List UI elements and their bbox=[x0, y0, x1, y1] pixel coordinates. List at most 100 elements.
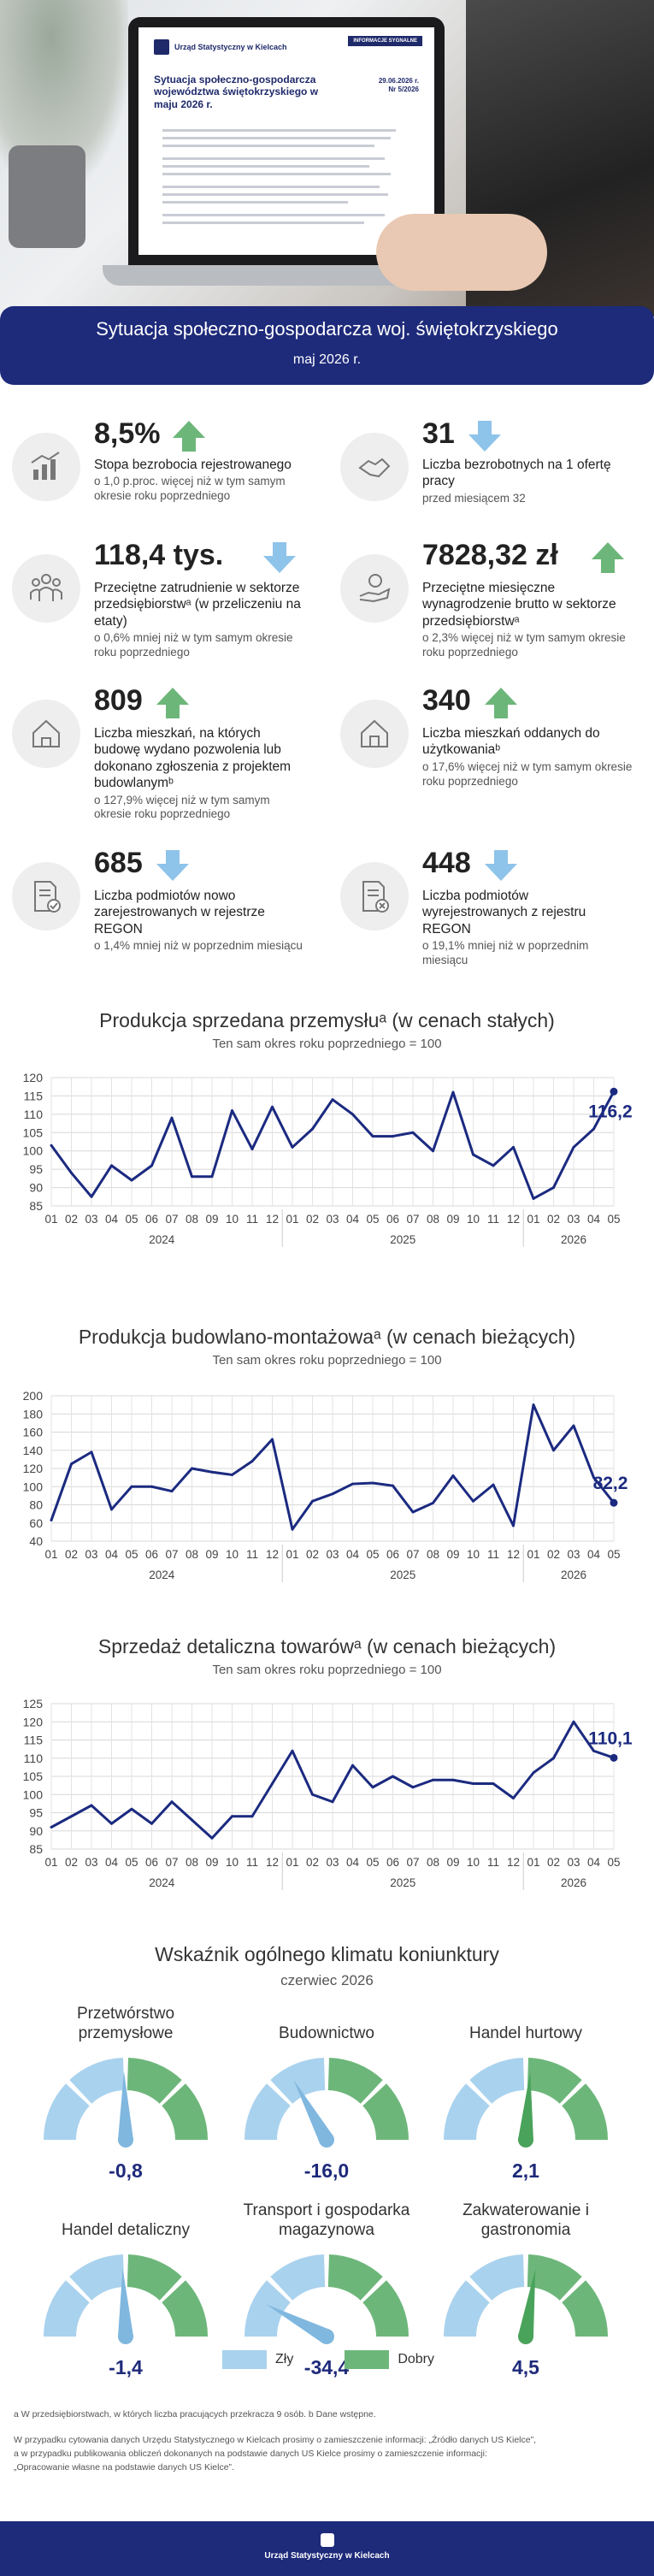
y-tick-label: 90 bbox=[29, 1181, 43, 1195]
x-tick-label: 10 bbox=[467, 1213, 480, 1226]
gauge-segment-good bbox=[562, 2083, 608, 2140]
gauge-segment-good bbox=[162, 2083, 208, 2140]
data-point bbox=[70, 1462, 73, 1466]
year-label: 2025 bbox=[390, 1233, 415, 1246]
x-tick-label: 04 bbox=[105, 1548, 119, 1561]
data-point bbox=[432, 1149, 434, 1153]
data-point bbox=[472, 1499, 474, 1503]
stat-label: Liczba bezrobotnych na 1 ofertę pracy bbox=[422, 458, 611, 489]
chart-title-retail: Sprzedaż detaliczna towarówᵃ (w cenach b… bbox=[97, 1635, 557, 1657]
x-tick-label: 11 bbox=[246, 1548, 258, 1561]
stat-label: Przeciętne miesięczne wynagrodzenie brut… bbox=[422, 581, 616, 629]
data-point bbox=[392, 1484, 394, 1487]
citation-note-3: „Opracowanie własne na podstawie danych … bbox=[14, 2462, 234, 2473]
data-point bbox=[492, 1782, 495, 1785]
data-point bbox=[150, 1485, 153, 1488]
x-tick-label: 05 bbox=[125, 1548, 138, 1561]
x-tick-label: 10 bbox=[467, 1548, 480, 1561]
x-tick-label: 10 bbox=[226, 1856, 239, 1869]
gauge-segment-good bbox=[162, 2280, 208, 2337]
data-point bbox=[331, 1492, 334, 1496]
year-label: 2026 bbox=[561, 1569, 586, 1581]
report-logo: Urząd Statystyczny w Kielcach bbox=[154, 39, 419, 55]
gauge-needle bbox=[518, 2268, 536, 2338]
data-point bbox=[411, 1510, 415, 1514]
chart-subtitle-retail: Ten sam okres roku poprzedniego = 100 bbox=[212, 1663, 442, 1677]
data-point bbox=[572, 1720, 575, 1723]
gus-logo-icon bbox=[154, 39, 169, 55]
data-point bbox=[532, 1403, 535, 1407]
x-tick-label: 05 bbox=[366, 1213, 379, 1226]
gauge-hub bbox=[319, 2329, 334, 2344]
report-tag: INFORMACJE SYGNALNE bbox=[348, 36, 422, 46]
employees-icon bbox=[12, 554, 80, 623]
x-tick-label: 03 bbox=[326, 1213, 339, 1226]
y-tick-label: 115 bbox=[24, 1734, 44, 1747]
data-point bbox=[592, 1749, 595, 1752]
page-date: maj 2026 r. bbox=[292, 352, 362, 367]
data-point bbox=[351, 1764, 354, 1767]
x-tick-label: 07 bbox=[165, 1548, 178, 1561]
gauge-segment-bad bbox=[69, 2058, 125, 2104]
gauge-hub bbox=[518, 2329, 533, 2344]
x-tick-label: 03 bbox=[567, 1856, 580, 1869]
x-tick-label: 05 bbox=[607, 1213, 620, 1226]
stat-card: 340 Liczba mieszkań oddanych do użytkowan… bbox=[333, 684, 650, 812]
gauge-hub bbox=[319, 2132, 334, 2148]
data-point bbox=[572, 1424, 575, 1427]
x-tick-label: 07 bbox=[165, 1856, 178, 1869]
data-point bbox=[552, 1186, 555, 1190]
data-point bbox=[371, 1135, 374, 1138]
data-point bbox=[512, 1797, 515, 1799]
stat-value: 685 bbox=[94, 847, 143, 879]
x-tick-label: 05 bbox=[366, 1548, 379, 1561]
stat-change: przed miesiącem 32 bbox=[422, 491, 526, 505]
year-label: 2026 bbox=[561, 1233, 586, 1246]
x-tick-label: 08 bbox=[427, 1548, 439, 1561]
x-tick-label: 03 bbox=[326, 1548, 339, 1561]
data-point bbox=[492, 1164, 495, 1167]
x-tick-label: 11 bbox=[487, 1213, 499, 1226]
y-tick-label: 100 bbox=[23, 1144, 44, 1158]
year-label: 2026 bbox=[561, 1876, 586, 1889]
data-point bbox=[191, 1818, 193, 1822]
data-point bbox=[451, 1090, 455, 1094]
x-tick-label: 05 bbox=[607, 1856, 620, 1869]
gauge-segment-bad bbox=[44, 2280, 90, 2337]
x-tick-label: 08 bbox=[427, 1213, 439, 1226]
stat-card: 7828,32 zł Przeciętne miesięczne wynagrod… bbox=[333, 539, 650, 667]
gauge-segment-good bbox=[127, 2254, 182, 2301]
x-tick-label: 06 bbox=[386, 1213, 399, 1226]
y-tick-label: 85 bbox=[29, 1199, 43, 1213]
x-tick-label: 04 bbox=[587, 1213, 601, 1226]
gauge-segment-good bbox=[362, 2083, 409, 2140]
document-remove-icon bbox=[340, 862, 409, 931]
x-tick-label: 03 bbox=[85, 1856, 97, 1869]
data-point bbox=[170, 1490, 174, 1493]
stat-value: 340 bbox=[422, 684, 471, 717]
data-point bbox=[250, 1815, 254, 1818]
last-data-point bbox=[610, 1087, 618, 1096]
x-tick-label: 03 bbox=[567, 1213, 580, 1226]
gauge-value: -1,4 bbox=[109, 2356, 143, 2378]
stat-card: 685 Liczba podmiotów nowo zarejestrowanyc… bbox=[5, 847, 321, 975]
citation-note-2: a w przypadku publikowania obliczeń doko… bbox=[14, 2449, 487, 2459]
legend-good-swatch bbox=[345, 2350, 390, 2369]
title-banner: Sytuacja społeczno-gospodarcza woj. świę… bbox=[0, 306, 654, 385]
gus-logo-icon bbox=[320, 2533, 334, 2547]
y-tick-label: 85 bbox=[29, 1842, 43, 1856]
legend-bad: Zły bbox=[222, 2350, 293, 2369]
y-tick-label: 115 bbox=[24, 1089, 44, 1102]
gauge-dial bbox=[245, 2254, 409, 2344]
data-point bbox=[532, 1771, 535, 1775]
x-tick-label: 03 bbox=[85, 1548, 97, 1561]
data-point bbox=[70, 1171, 73, 1174]
text-line bbox=[162, 214, 386, 217]
data-point bbox=[392, 1135, 394, 1138]
data-point bbox=[231, 1473, 233, 1476]
data-point bbox=[130, 1807, 133, 1811]
stat-label: Liczba mieszkań, na których budowę wydan… bbox=[94, 726, 292, 791]
gauge-segment-bad bbox=[469, 2058, 525, 2104]
x-tick-label: 01 bbox=[44, 1213, 57, 1226]
